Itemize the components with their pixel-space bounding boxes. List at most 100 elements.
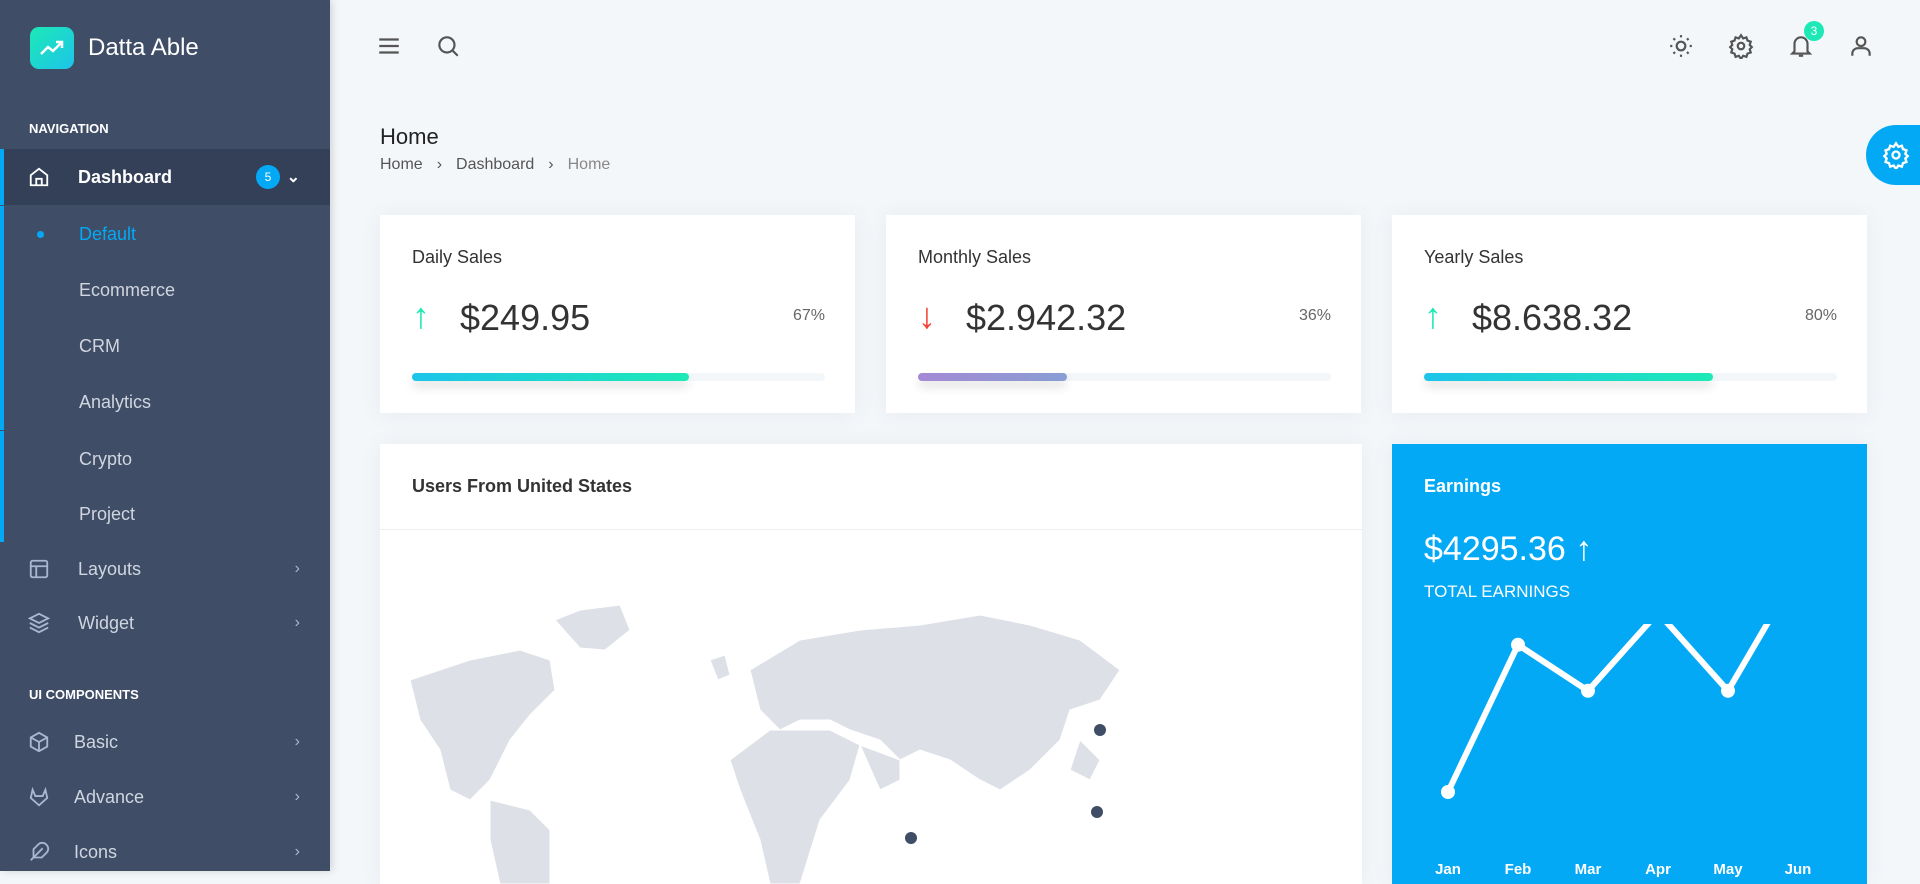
chevron-right-icon: › [294,560,300,577]
world-map[interactable] [380,530,1362,884]
progress-bar [1424,373,1837,381]
stat-card: Monthly Sales ↓ $2.942.32 36% [886,215,1361,413]
sidebar-sub-default[interactable]: Default [0,206,330,262]
stat-value: $8.638.32 [1472,297,1633,338]
earnings-value: $4295.36 [1424,530,1566,568]
arrow-up-icon: ↑ [412,295,430,336]
sidebar-sub-crypto[interactable]: Crypto [0,431,330,487]
series-line [1445,624,1771,794]
map-marker[interactable] [1090,720,1110,740]
stat-value: $249.95 [460,297,591,338]
sidebar-item-label: Advance [74,786,145,807]
sidebar-item-advance[interactable]: Advance › [0,769,330,825]
map-card: Users From United States [380,444,1362,884]
sub-label: Analytics [79,391,152,412]
stat-percent: 80% [1804,307,1837,324]
map-markers [901,720,1110,848]
sidebar-sub-analytics[interactable]: Analytics [0,374,330,430]
sub-label: Project [79,503,136,524]
arrow-up-icon: ↑ [1575,530,1593,568]
stat-title: Monthly Sales [918,247,1032,267]
earnings-chart: Jan Feb Mar Apr May Jun [1435,624,1812,878]
chevron-right-icon: › [294,614,300,631]
progress-bar [412,373,825,381]
x-tick-label: Apr [1645,861,1671,878]
settings-icon[interactable] [1728,33,1754,59]
breadcrumb-dashboard[interactable]: Dashboard [456,156,535,173]
stat-value: $2.942.32 [966,297,1127,338]
sub-label: Crypto [79,448,133,469]
x-tick-label: Jun [1785,861,1812,878]
feather-icon [30,841,50,861]
bell-icon[interactable] [1788,33,1814,59]
progress-bar [918,373,1331,381]
ui-caption: UI COMPONENTS [29,687,139,702]
bullet-icon [37,230,44,238]
divider [380,529,1362,530]
data-point[interactable] [1581,683,1595,698]
progress-fill [412,373,689,381]
stat-card: Yearly Sales ↑ $8.638.32 80% [1392,215,1867,413]
search-icon[interactable] [435,33,461,59]
sidebar: Datta Able NAVIGATION Dashboard 5 ⌄ Defa… [0,0,330,871]
x-tick-label: May [1713,861,1743,878]
brand-logo[interactable]: Datta Able [30,27,199,69]
chevron-right-icon: › [294,843,300,860]
chevron-right-icon: › [294,733,300,750]
map-marker[interactable] [1087,802,1107,822]
sidebar-item-layouts[interactable]: Layouts › [0,541,330,597]
data-point[interactable] [1441,785,1455,799]
chevron-down-icon: ⌄ [286,169,300,186]
trending-up-icon [30,27,74,69]
sidebar-sub-crm[interactable]: CRM [0,318,330,374]
arrow-down-icon: ↓ [918,295,936,336]
sidebar-item-widget[interactable]: Widget › [0,595,330,651]
breadcrumb-home[interactable]: Home [380,156,423,173]
sidebar-sub-project[interactable]: Project [0,486,330,542]
sidebar-item-label: Basic [74,731,119,752]
breadcrumb: Home › Dashboard › Home [380,156,610,174]
stat-percent: 36% [1298,307,1331,324]
map-card-title: Users From United States [412,476,633,496]
sidebar-sub-ecommerce[interactable]: Ecommerce [0,262,330,318]
earnings-title: Earnings [1424,476,1502,496]
page-title: Home [380,124,439,149]
earnings-subtitle: TOTAL EARNINGS [1424,582,1571,601]
sub-label: CRM [79,335,120,356]
box-icon [29,731,49,753]
stat-percent: 67% [792,307,825,324]
sun-icon[interactable] [1668,33,1694,59]
x-tick-label: Mar [1575,861,1602,878]
breadcrumb-current: Home [567,156,611,173]
data-point[interactable] [1511,637,1525,652]
chevron-right-icon: › [548,156,554,173]
stat-card: Daily Sales ↑ $249.95 67% [380,215,855,413]
sidebar-item-label: Dashboard [78,166,173,187]
layers-icon [28,612,50,634]
stat-title: Daily Sales [412,247,503,267]
sidebar-item-dashboard[interactable]: Dashboard 5 ⌄ [0,149,330,205]
settings-icon [1882,141,1910,169]
brand-name: Datta Able [88,34,199,61]
sidebar-item-label: Layouts [78,558,142,579]
x-tick-label: Jan [1435,861,1461,878]
x-tick-label: Feb [1505,861,1532,878]
menu-icon[interactable] [376,33,402,59]
sidebar-item-basic[interactable]: Basic › [0,714,330,770]
sidebar-item-label: Widget [78,612,135,633]
gitlab-icon [29,786,49,807]
chevron-right-icon: › [294,788,300,805]
progress-fill [918,373,1067,381]
data-point[interactable] [1721,683,1735,698]
layout-icon [29,559,49,579]
sidebar-item-icons[interactable]: Icons › [0,824,330,880]
stat-title: Yearly Sales [1424,247,1524,267]
notification-badge: 3 [1804,21,1824,41]
user-icon[interactable] [1848,33,1874,59]
sidebar-item-label: Icons [74,841,118,862]
map-marker[interactable] [901,828,921,848]
sub-label: Ecommerce [79,279,176,300]
customizer-button[interactable] [1866,125,1920,185]
chevron-right-icon: › [436,156,443,173]
home-icon [29,167,49,187]
